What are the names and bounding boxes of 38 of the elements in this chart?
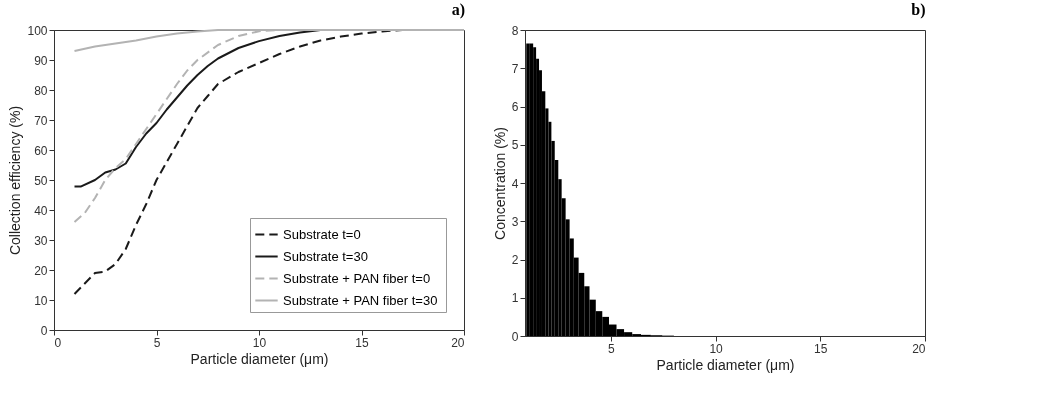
x-tick-label: 10 <box>252 335 267 350</box>
x-tick-label: 5 <box>153 335 161 350</box>
y-tick-label: 4 <box>511 176 519 191</box>
y-tick-label: 3 <box>511 214 519 229</box>
y-tick-label: 30 <box>34 233 48 248</box>
y-tick-label: 90 <box>34 53 48 68</box>
y-tick-label: 0 <box>40 323 48 338</box>
text: a) <box>451 1 465 19</box>
y-tick-label: 6 <box>511 100 519 114</box>
x-tick-label: 15 <box>355 335 369 350</box>
x-tick-label: 15 <box>814 341 828 356</box>
y-tick-label: 100 <box>27 23 48 38</box>
y-tick-label: 7 <box>511 61 519 76</box>
x-axis-title: Particle diameter (μm) <box>190 350 329 367</box>
y-tick-label: 70 <box>34 113 48 128</box>
y-tick-label: 60 <box>34 143 48 158</box>
y-tick-label: 80 <box>34 83 48 98</box>
x-tick-label: 20 <box>451 335 465 350</box>
y-tick-label: 2 <box>511 253 519 267</box>
legend-label: Substrate t=0 <box>283 226 361 242</box>
y-tick-label: 50 <box>34 173 48 188</box>
y-tick-label: 40 <box>34 203 48 218</box>
legend-label: Substrate + PAN fiber t=0 <box>283 270 431 286</box>
x-tick-label: 5 <box>608 341 616 356</box>
y-tick-label: 10 <box>34 293 48 308</box>
x-tick-label: 0 <box>54 335 62 350</box>
text: b) <box>911 1 926 19</box>
y-tick-label: 20 <box>34 263 48 278</box>
y-tick-label: 8 <box>511 23 519 38</box>
x-axis-title: Particle diameter (μm) <box>656 356 795 373</box>
y-axis-title: Concentration (%) <box>491 127 508 240</box>
y-axis-title: Collection efficiency (%) <box>7 105 24 256</box>
x-tick-label: 20 <box>912 341 926 356</box>
y-tick-label: 5 <box>511 138 519 153</box>
y-tick-label: 1 <box>511 291 519 306</box>
legend-label: Substrate t=30 <box>283 248 368 264</box>
legend-label: Substrate + PAN fiber t=30 <box>283 292 438 308</box>
x-tick-label: 10 <box>709 341 724 356</box>
